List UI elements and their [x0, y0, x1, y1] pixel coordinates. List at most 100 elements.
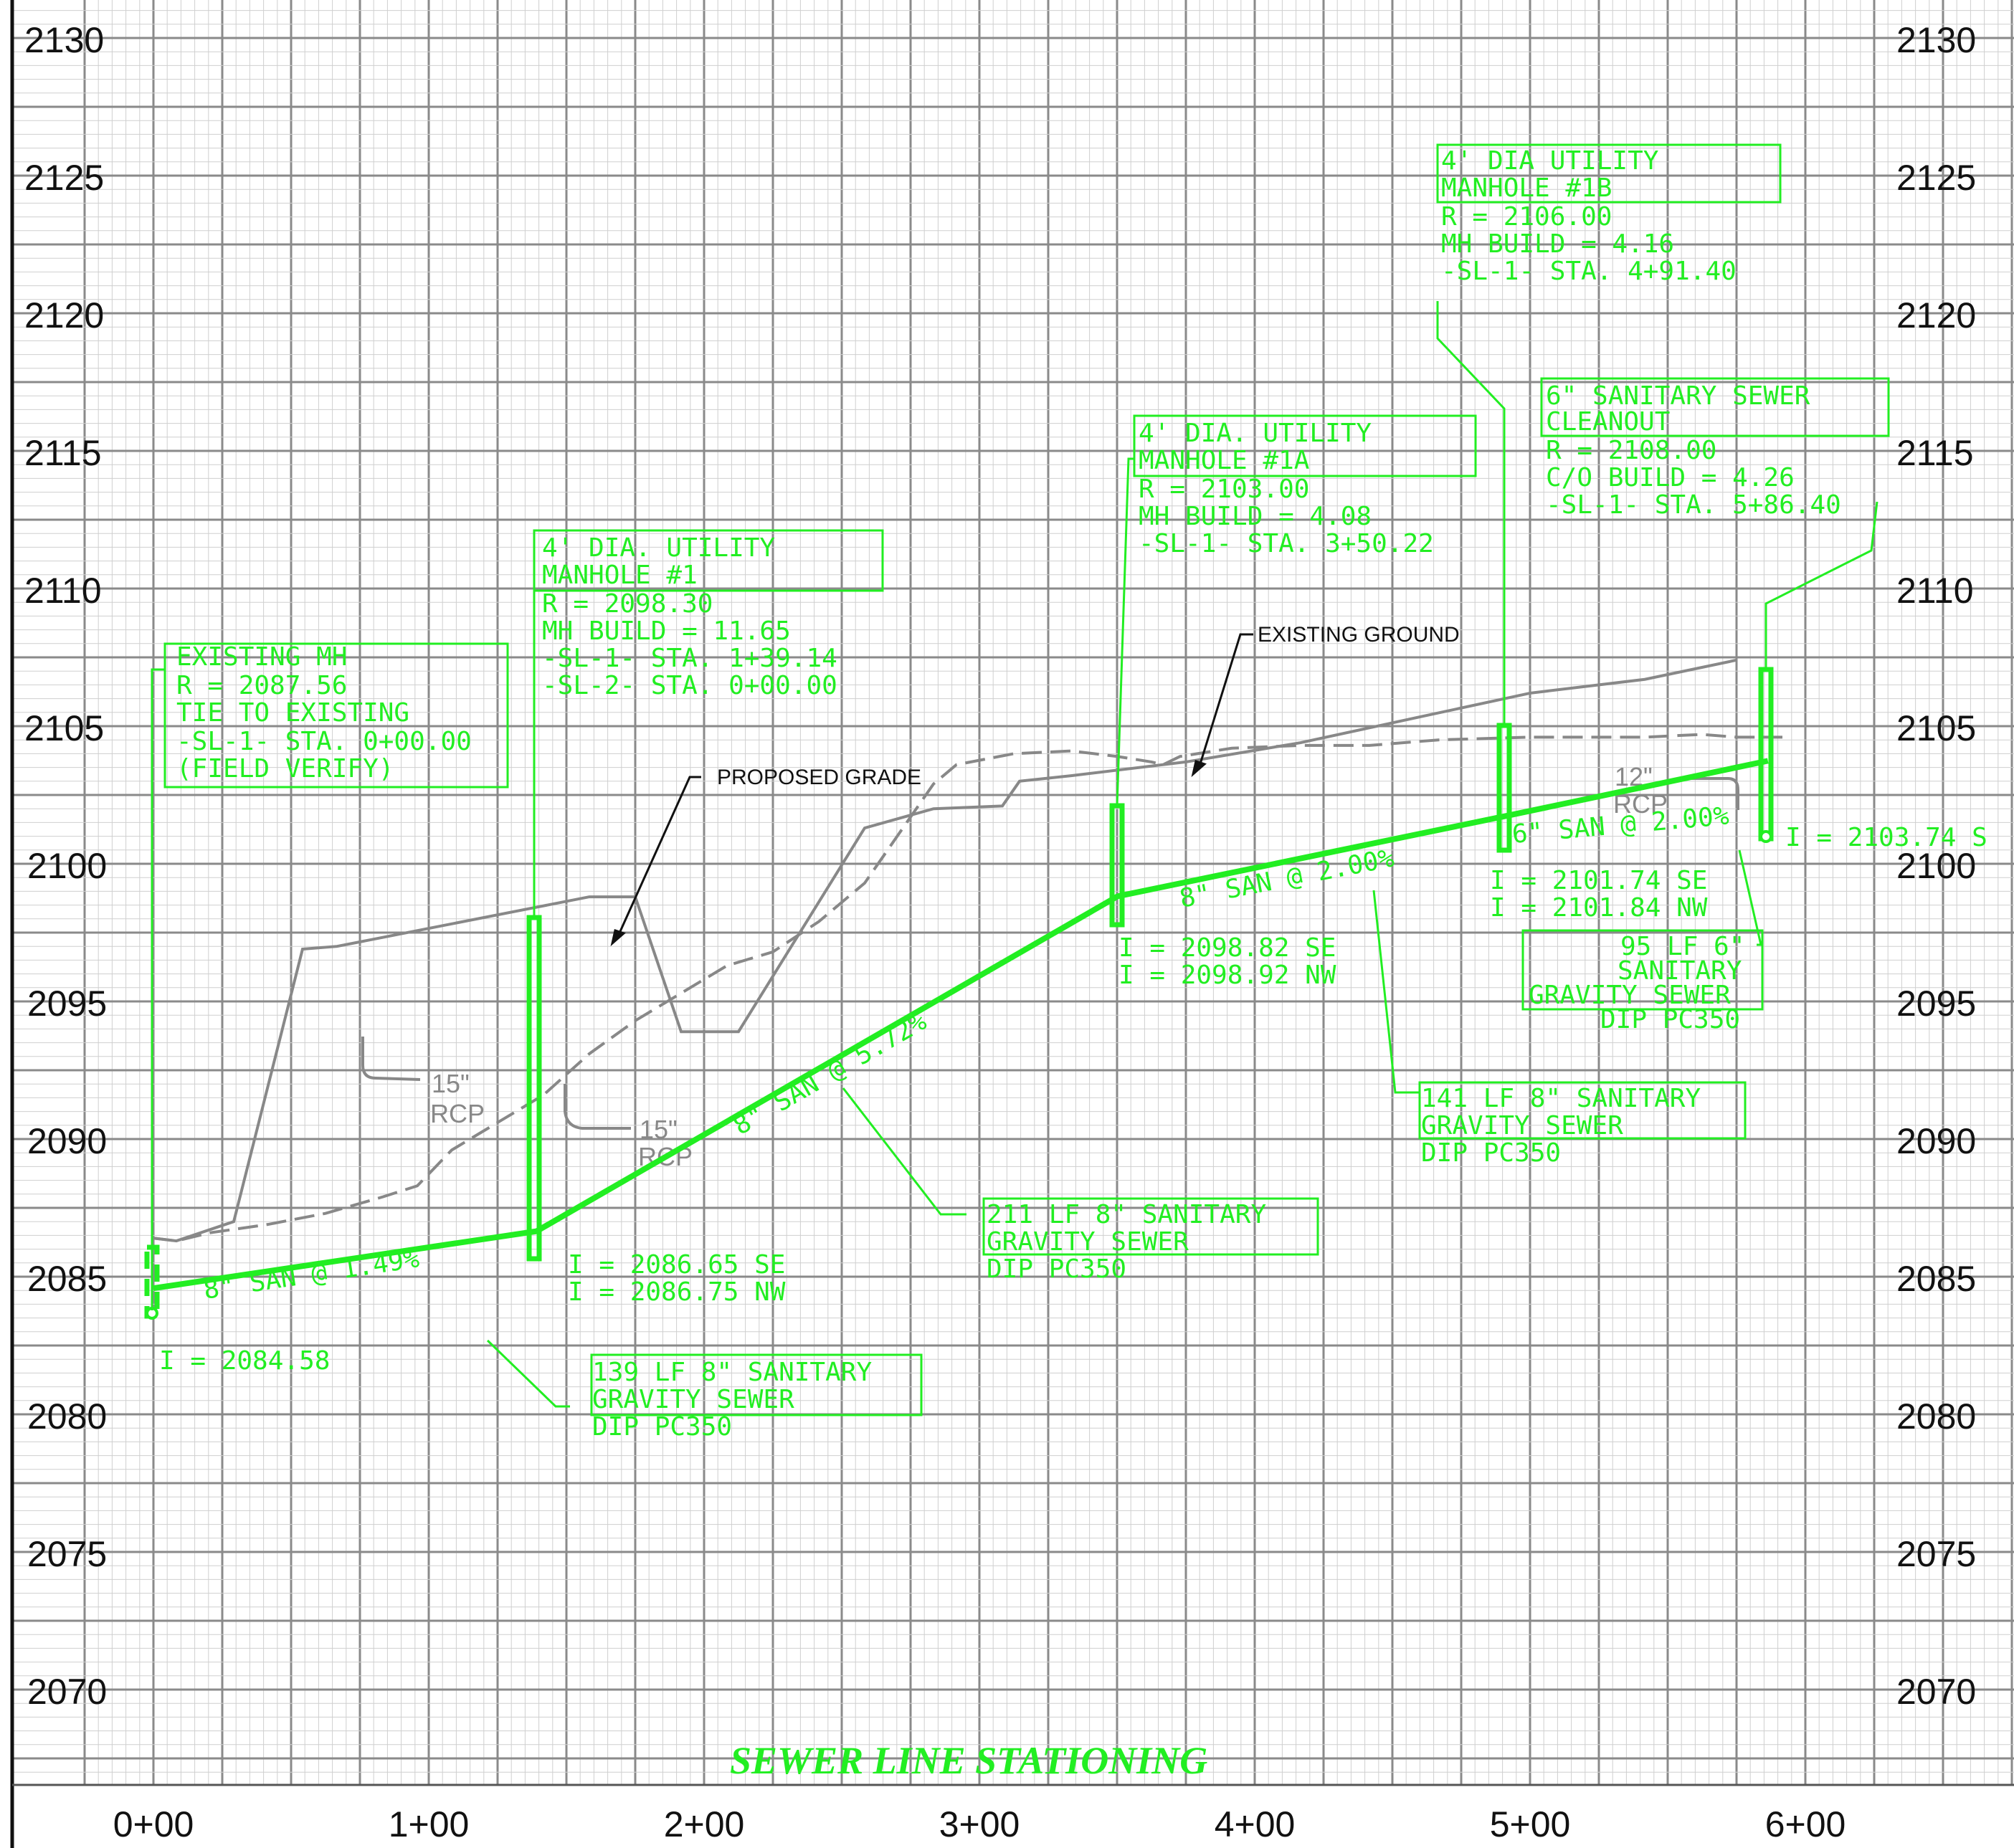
note-line: MH BUILD = 4.16 — [1441, 229, 1674, 259]
note-line: CLEANOUT — [1546, 407, 1670, 437]
note-line: -SL-1- STA. 3+50.22 — [1139, 529, 1434, 558]
note-line: 95 LF 6" — [1620, 932, 1744, 961]
note-line: R = 2108.00 — [1546, 436, 1716, 465]
note-line: EXISTING MH — [176, 642, 347, 672]
elev-label: 2125 — [1896, 158, 1976, 198]
proposed-grade-line — [153, 658, 1737, 1243]
station-axis-title: SEWER LINE STATIONING — [730, 1739, 1207, 1782]
note-95-box — [1521, 929, 1764, 1011]
note-line: DIP PC350 — [592, 1412, 732, 1442]
station-label: 1+00 — [389, 1804, 470, 1844]
mh-1b-note: 4' DIA UTILITY MANHOLE #1B R = 2106.00 M… — [1441, 146, 1737, 286]
note-line: -SL-1- STA. 0+00.00 — [176, 727, 472, 756]
invert-label: I = 2098.92 NW — [1118, 961, 1336, 990]
note-line: -SL-1- STA. 4+91.40 — [1441, 257, 1737, 286]
elev-label: 2105 — [1896, 708, 1976, 748]
note-line: DIP PC350 — [1421, 1138, 1561, 1168]
elev-label: 2080 — [27, 1396, 107, 1437]
station-label: 4+00 — [1215, 1804, 1296, 1844]
grid — [12, 0, 2014, 1785]
elev-label: 2095 — [27, 983, 107, 1024]
station-label: 3+00 — [939, 1804, 1020, 1844]
elev-label: 2105 — [24, 708, 104, 748]
note-leaders — [151, 301, 1878, 1408]
note-line: (FIELD VERIFY) — [176, 754, 394, 784]
elev-label: 2080 — [1896, 1396, 1976, 1437]
mh-1a-box — [1133, 414, 1477, 477]
invert-label: I = 2103.74 S — [1785, 823, 1987, 852]
elev-label: 2075 — [1896, 1534, 1976, 1574]
note-line: 211 LF 8" SANITARY — [987, 1200, 1266, 1229]
cleanout-note: 6" SANITARY SEWER CLEANOUT R = 2108.00 C… — [1546, 381, 1841, 520]
existing-mh-box — [163, 642, 509, 789]
note-line: GRAVITY SEWER — [1529, 981, 1731, 1010]
cleanout — [1758, 667, 1774, 842]
invert-label: I = 2101.84 NW — [1490, 893, 1708, 923]
pipe-label-seg3: 8" SAN @ 2.00% — [1177, 844, 1397, 914]
proposed-grade-label: PROPOSED GRADE — [717, 766, 921, 789]
note-line: R = 2087.56 — [176, 671, 347, 700]
note-line: GRAVITY SEWER — [987, 1227, 1189, 1257]
note-141: 141 LF 8" SANITARY GRAVITY SEWER DIP PC3… — [1421, 1084, 1701, 1168]
note-line: R = 2103.00 — [1139, 475, 1309, 504]
note-line: C/O BUILD = 4.26 — [1546, 463, 1795, 492]
note-line: MANHOLE #1A — [1139, 446, 1310, 475]
note-139-box — [590, 1353, 923, 1416]
note-line: MH BUILD = 4.08 — [1139, 502, 1372, 531]
note-line: DIP PC350 — [987, 1254, 1126, 1284]
note-line: 139 LF 8" SANITARY — [592, 1358, 872, 1387]
existing-mh-note: EXISTING MH R = 2087.56 TIE TO EXISTING … — [176, 642, 472, 784]
rcp-2-size: 15" — [640, 1115, 678, 1144]
elev-label: 2085 — [27, 1259, 107, 1299]
rcp-1-size: 15" — [432, 1069, 470, 1098]
elev-label: 2090 — [27, 1121, 107, 1161]
existing-ground-label: EXISTING GROUND — [1258, 623, 1460, 647]
elev-label: 2125 — [24, 158, 104, 198]
note-line: SANITARY — [1618, 956, 1742, 986]
pipe-label-seg1: 8" SAN @ 1.49% — [201, 1244, 421, 1305]
note-line: 141 LF 8" SANITARY — [1421, 1084, 1701, 1113]
elev-label: 2090 — [1896, 1121, 1976, 1161]
elev-label: 2095 — [1896, 983, 1976, 1024]
note-line: GRAVITY SEWER — [1421, 1111, 1623, 1140]
elevation-axis-right: 2130 2125 2120 2115 2110 2105 2100 2095 … — [1896, 20, 1976, 1712]
rcp-crossing — [361, 777, 1739, 1130]
mh-1a-note: 4' DIA. UTILITY MANHOLE #1A R = 2103.00 … — [1139, 419, 1434, 558]
note-line: MH BUILD = 11.65 — [542, 616, 791, 646]
note-line: TIE TO EXISTING — [176, 698, 409, 728]
invert-label: I = 2086.75 NW — [568, 1277, 786, 1307]
elev-label: 2100 — [27, 846, 107, 886]
note-211-box — [982, 1197, 1319, 1256]
mh-1b-box — [1436, 143, 1782, 204]
note-line: DIP PC350 — [1600, 1005, 1740, 1034]
invert-label: I = 2101.74 SE — [1490, 866, 1707, 895]
note-line: R = 2098.30 — [542, 589, 713, 619]
invert-label: I = 2086.65 SE — [568, 1250, 785, 1280]
elev-label: 2110 — [1896, 571, 1974, 611]
note-line: 4' DIA UTILITY — [1441, 146, 1659, 176]
note-boxes — [163, 143, 1890, 1416]
elev-label: 2070 — [1896, 1672, 1976, 1712]
ground-callouts — [610, 633, 1253, 947]
note-line: 6" SANITARY SEWER — [1546, 381, 1810, 411]
elev-label: 2115 — [1896, 433, 1974, 473]
note-line: -SL-2- STA. 0+00.00 — [542, 671, 837, 700]
elev-label: 2075 — [27, 1534, 107, 1574]
mh-1-note: 4' DIA. UTILITY MANHOLE #1 R = 2098.30 M… — [542, 533, 837, 700]
station-label: 0+00 — [113, 1804, 194, 1844]
invert-nodes — [146, 830, 1772, 1320]
rcp-1-type: RCP — [430, 1099, 485, 1128]
sewer-line — [153, 758, 1769, 1292]
note-line: -SL-1- STA. 5+86.40 — [1546, 490, 1841, 520]
note-line: 4' DIA. UTILITY — [1139, 419, 1372, 448]
station-axis: 0+00 1+00 2+00 3+00 4+00 5+00 6+00 — [113, 1804, 1846, 1844]
note-141-box — [1418, 1081, 1747, 1140]
invert-label: I = 2084.58 — [159, 1346, 330, 1376]
station-label: 6+00 — [1765, 1804, 1846, 1844]
elev-label: 2130 — [1896, 20, 1976, 60]
note-line: GRAVITY SEWER — [592, 1385, 794, 1414]
note-line: -SL-1- STA. 1+39.14 — [542, 644, 837, 673]
elev-label: 2070 — [27, 1672, 107, 1712]
elev-label: 2130 — [24, 20, 104, 60]
invert-labels: I = 2084.58 I = 2086.65 SE I = 2086.75 N… — [159, 823, 1987, 1376]
